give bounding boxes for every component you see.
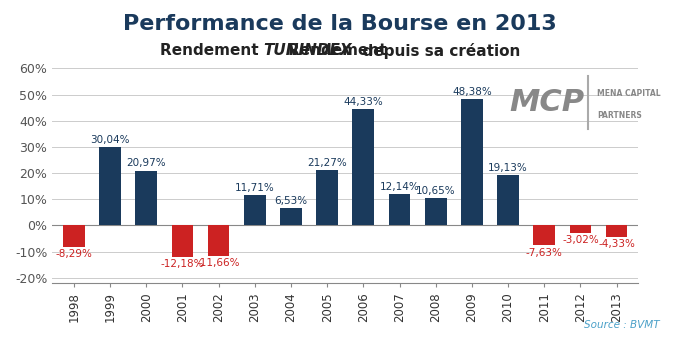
- Text: 30,04%: 30,04%: [90, 135, 130, 145]
- Text: Source : BVMT: Source : BVMT: [584, 320, 660, 330]
- Text: 44,33%: 44,33%: [343, 97, 384, 107]
- Text: 19,13%: 19,13%: [488, 163, 528, 173]
- Text: -12,18%: -12,18%: [160, 259, 204, 269]
- Text: -3,02%: -3,02%: [562, 236, 599, 246]
- Text: 48,38%: 48,38%: [452, 87, 492, 97]
- Text: 6,53%: 6,53%: [275, 196, 307, 206]
- Text: 20,97%: 20,97%: [126, 159, 166, 169]
- Bar: [135, 171, 157, 225]
- Bar: [244, 195, 266, 225]
- Text: 10,65%: 10,65%: [416, 185, 456, 195]
- Bar: [280, 208, 302, 225]
- Bar: [425, 197, 447, 225]
- Text: TUNINDEX: TUNINDEX: [263, 43, 352, 58]
- Text: 11,71%: 11,71%: [235, 183, 275, 193]
- Text: -4,33%: -4,33%: [598, 239, 635, 249]
- Bar: [352, 109, 374, 225]
- Bar: [389, 194, 410, 225]
- Text: Rendement TUNINDEX  depuis sa création: Rendement TUNINDEX depuis sa création: [160, 43, 520, 59]
- Bar: [99, 147, 121, 225]
- Bar: [63, 225, 85, 247]
- Text: PARTNERS: PARTNERS: [597, 111, 642, 120]
- Text: Rendement: Rendement: [160, 43, 263, 58]
- Bar: [570, 225, 591, 233]
- Text: MENA CAPITAL: MENA CAPITAL: [597, 89, 661, 98]
- Text: Performance de la Bourse en 2013: Performance de la Bourse en 2013: [123, 14, 557, 34]
- Text: Rendement: Rendement: [288, 43, 392, 58]
- Text: -11,66%: -11,66%: [197, 258, 241, 268]
- Bar: [533, 225, 555, 246]
- Bar: [171, 225, 193, 257]
- Bar: [497, 175, 519, 225]
- Text: -8,29%: -8,29%: [56, 249, 92, 259]
- Bar: [316, 170, 338, 225]
- Text: depuis sa création: depuis sa création: [352, 43, 520, 59]
- Bar: [208, 225, 229, 256]
- Text: -7,63%: -7,63%: [526, 248, 562, 258]
- Bar: [461, 99, 483, 225]
- Bar: [606, 225, 628, 237]
- Text: MCP: MCP: [509, 88, 585, 117]
- Text: 12,14%: 12,14%: [379, 182, 420, 192]
- Text: 21,27%: 21,27%: [307, 158, 347, 168]
